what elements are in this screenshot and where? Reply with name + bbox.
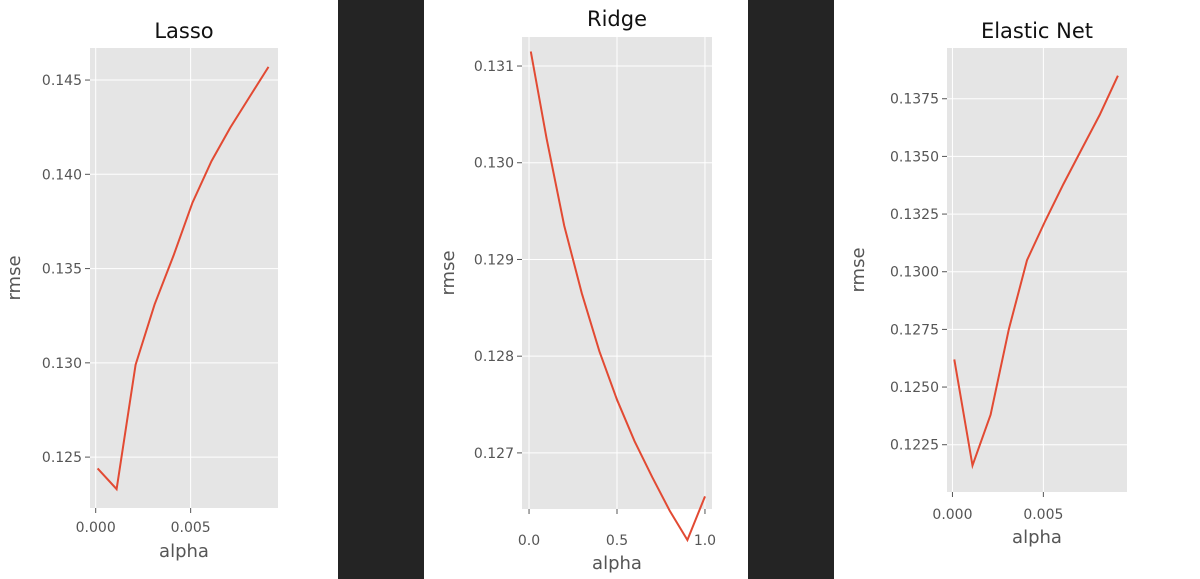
lasso-x-tick-label: 0.005 [171, 520, 211, 536]
lasso-x-axis-label: alpha [159, 541, 209, 562]
lasso-y-tick-label: 0.125 [42, 450, 82, 466]
lasso-chart: 0.000 0.005 0.125 0.130 0.135 0.140 0.145 Lasso… [4, 19, 278, 562]
ridge-y-tick-label: 0.128 [474, 349, 514, 365]
elastic-net-y-axis-label: rmse [848, 247, 869, 292]
ridge-y-tick-label: 0.127 [474, 446, 514, 462]
ridge-chart-panel: 0.0 0.5 1.0 0.127 0.128 0.129 0.130 0.131 Ridge a… [424, 0, 748, 579]
lasso-y-axis-label: rmse [4, 255, 25, 300]
lasso-chart-title: Lasso [154, 19, 213, 43]
elastic-net-y-tick-label: 0.1275 [890, 322, 939, 338]
elastic-net-rmse-line [953, 75, 1119, 470]
ridge-x-axis-label: alpha [592, 553, 642, 574]
ridge-x-tick-label: 0.5 [606, 533, 628, 549]
lasso-plot-area [90, 48, 278, 508]
lasso-y-tick-label: 0.130 [42, 356, 82, 372]
lasso-x-tick-label: 0.000 [76, 520, 116, 536]
ridge-chart: 0.0 0.5 1.0 0.127 0.128 0.129 0.130 0.131 Ridge a… [438, 7, 716, 574]
elastic-net-x-tick-label: 0.000 [932, 507, 972, 523]
elastic-net-y-tick-label: 0.1325 [890, 207, 939, 223]
elastic-net-chart-panel: 0.000 0.005 0.1225 0.1250 0.1275 0.1300 0.1325… [834, 0, 1200, 579]
lasso-y-tick-label: 0.145 [42, 73, 82, 89]
ridge-x-tick-label: 0.0 [518, 533, 540, 549]
ridge-y-axis-label: rmse [438, 250, 459, 295]
ridge-y-tick-label: 0.129 [474, 252, 514, 268]
elastic-net-y-tick-label: 0.1375 [890, 92, 939, 108]
ridge-chart-title: Ridge [587, 7, 647, 31]
elastic-net-x-axis-label: alpha [1012, 527, 1062, 548]
lasso-y-tick-label: 0.140 [42, 167, 82, 183]
lasso-chart-panel: 0.000 0.005 0.125 0.130 0.135 0.140 0.145 Lasso… [0, 0, 338, 579]
ridge-y-tick-label: 0.131 [474, 59, 514, 75]
elastic-net-chart: 0.000 0.005 0.1225 0.1250 0.1275 0.1300 0.1325… [848, 19, 1127, 548]
elastic-net-y-tick-label: 0.1300 [890, 265, 939, 281]
lasso-rmse-line [96, 66, 270, 492]
ridge-y-tick-label: 0.130 [474, 156, 514, 172]
ridge-x-tick-label: 1.0 [694, 533, 716, 549]
elastic-net-chart-title: Elastic Net [981, 19, 1093, 43]
elastic-net-y-tick-label: 0.1250 [890, 380, 939, 396]
elastic-net-y-tick-label: 0.1350 [890, 149, 939, 165]
elastic-net-x-tick-label: 0.005 [1023, 507, 1063, 523]
lasso-y-tick-label: 0.135 [42, 262, 82, 278]
ridge-rmse-line [529, 51, 706, 543]
elastic-net-y-tick-label: 0.1225 [890, 438, 939, 454]
